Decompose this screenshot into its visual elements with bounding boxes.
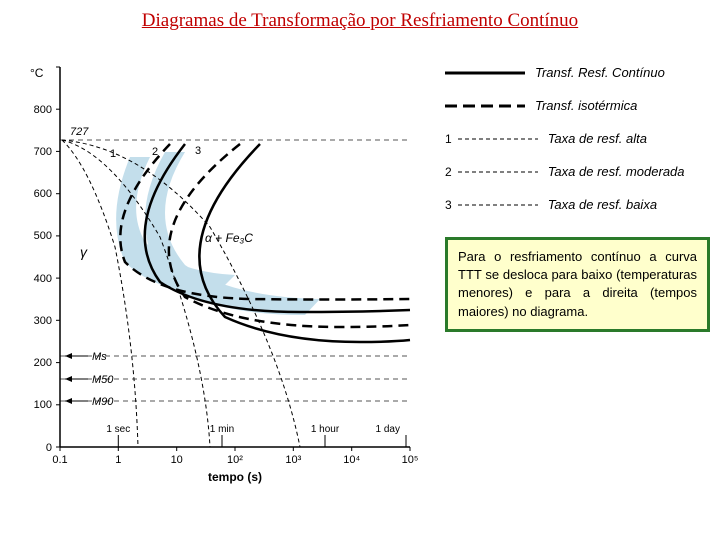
svg-text:10²: 10² [227, 454, 243, 466]
cct-chart: 727 Ms M50 M90 1 [10, 47, 430, 487]
legend-num: 3 [445, 198, 452, 212]
svg-text:1: 1 [115, 454, 121, 466]
svg-text:0.1: 0.1 [52, 454, 67, 466]
legend-item-isothermal: Transf. isotérmica [445, 98, 710, 113]
legend-item-continuous: Transf. Resf. Contínuo [445, 65, 710, 80]
ms-arrowhead [65, 353, 72, 359]
svg-text:200: 200 [34, 357, 52, 369]
legend-line-solid [445, 68, 525, 78]
legend-label: Taxa de resf. moderada [548, 164, 685, 179]
svg-text:700: 700 [34, 146, 52, 158]
legend-num: 2 [445, 165, 452, 179]
svg-text:500: 500 [34, 230, 52, 242]
cooling-num-1: 1 [110, 148, 116, 160]
svg-text:0: 0 [46, 442, 52, 454]
x-axis-label: tempo (s) [208, 470, 262, 484]
svg-text:600: 600 [34, 188, 52, 200]
m50-arrowhead [65, 376, 72, 382]
legend-num: 1 [445, 132, 452, 146]
svg-text:10⁵: 10⁵ [402, 454, 419, 466]
legend-label: Transf. isotérmica [535, 98, 637, 113]
svg-text:1 sec: 1 sec [106, 424, 130, 435]
info-box: Para o resfriamento contínuo a curva TTT… [445, 237, 710, 332]
content-row: 727 Ms M50 M90 1 [10, 47, 710, 487]
svg-text:10: 10 [171, 454, 183, 466]
legend-label: Taxa de resf. alta [548, 131, 647, 146]
m90-arrowhead [65, 398, 72, 404]
cooling-num-2: 2 [152, 146, 158, 158]
svg-text:400: 400 [34, 273, 52, 285]
x-ticks: 0.1 1 10 10² 10³ 10⁴ 10⁵ [52, 447, 418, 466]
legend-item-rate-low: 3 Taxa de resf. baixa [445, 197, 710, 212]
ms-label: Ms [92, 351, 107, 363]
page-title: Diagramas de Transformação por Resfriame… [10, 10, 710, 32]
svg-text:800: 800 [34, 104, 52, 116]
svg-text:10³: 10³ [285, 454, 301, 466]
m50-label: M50 [92, 374, 114, 386]
legend-label: Transf. Resf. Contínuo [535, 65, 665, 80]
svg-text:1 day: 1 day [376, 424, 400, 435]
chart-svg: 727 Ms M50 M90 1 [10, 47, 430, 487]
eutectoid-label: 727 [70, 126, 89, 138]
legend-line-shortdash [458, 134, 538, 144]
svg-text:300: 300 [34, 315, 52, 327]
legend-label: Taxa de resf. baixa [548, 197, 657, 212]
right-column: Transf. Resf. Contínuo Transf. isotérmic… [440, 47, 710, 487]
y-ticks: 0 100 200 300 400 500 600 700 800 °C [30, 66, 60, 454]
legend-line-shortdash [458, 200, 538, 210]
cooling-num-3: 3 [195, 145, 201, 157]
time-markers: 1 sec 1 min 1 hour 1 day [106, 424, 406, 447]
legend-line-longdash [445, 101, 525, 111]
gamma-label: γ [80, 244, 88, 260]
y-axis-label: °C [30, 66, 44, 80]
svg-text:100: 100 [34, 399, 52, 411]
svg-text:1 min: 1 min [210, 424, 234, 435]
legend-item-rate-mod: 2 Taxa de resf. moderada [445, 164, 710, 179]
svg-text:10⁴: 10⁴ [343, 454, 360, 466]
svg-text:1 hour: 1 hour [311, 424, 340, 435]
legend-item-rate-high: 1 Taxa de resf. alta [445, 131, 710, 146]
m90-label: M90 [92, 396, 114, 408]
phase-label: α + Fe₃C [205, 231, 253, 245]
legend-line-shortdash [458, 167, 538, 177]
